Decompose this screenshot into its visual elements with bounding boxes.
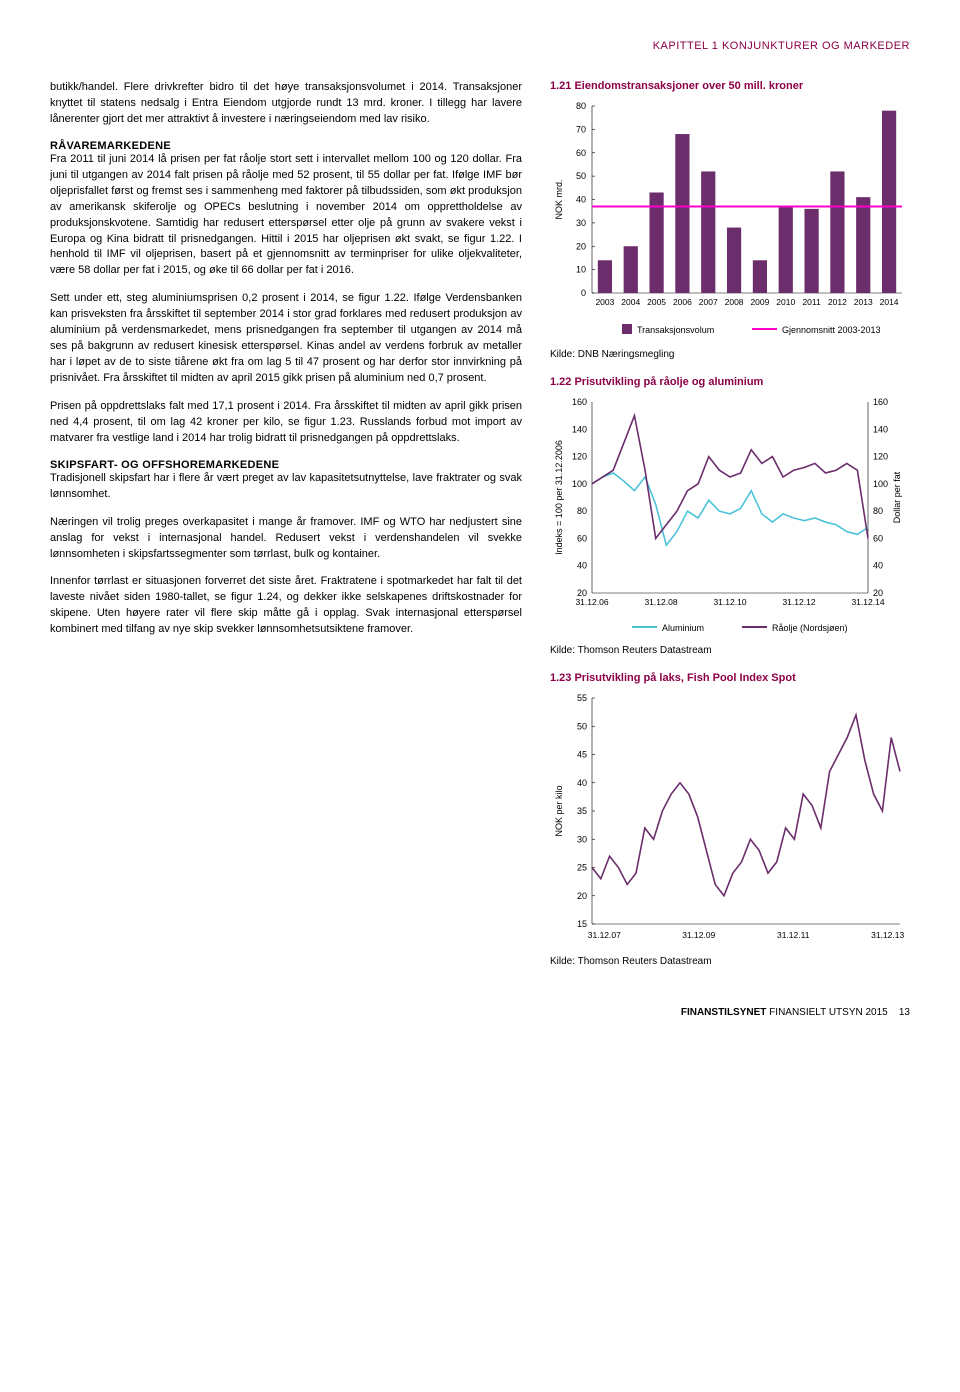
svg-text:25: 25 — [577, 863, 587, 873]
paragraph: Sett under ett, steg aluminiumsprisen 0,… — [50, 291, 522, 387]
svg-text:31.12.07: 31.12.07 — [588, 930, 621, 940]
line-chart-oil-alu: 2020404060608080100100120120140140160160… — [550, 396, 910, 641]
svg-text:35: 35 — [577, 806, 587, 816]
svg-text:100: 100 — [572, 479, 587, 489]
svg-text:30: 30 — [576, 218, 586, 228]
body-column: butikk/handel. Flere drivkrefter bidro t… — [50, 80, 522, 983]
section-heading: RÅVAREMARKEDENE — [50, 140, 522, 152]
svg-text:80: 80 — [873, 506, 883, 516]
svg-text:2007: 2007 — [699, 297, 718, 307]
chapter-header: KAPITTEL 1 KONJUNKTURER OG MARKEDER — [50, 40, 910, 52]
svg-text:31.12.06: 31.12.06 — [575, 597, 608, 607]
svg-text:31.12.08: 31.12.08 — [644, 597, 677, 607]
svg-text:60: 60 — [577, 533, 587, 543]
svg-text:45: 45 — [577, 750, 587, 760]
chart-source: Kilde: Thomson Reuters Datastream — [550, 956, 910, 967]
svg-text:10: 10 — [576, 265, 586, 275]
charts-column: 1.21 Eiendomstransaksjoner over 50 mill.… — [550, 80, 910, 983]
svg-text:Dollar per fat: Dollar per fat — [892, 471, 902, 523]
section-heading: SKIPSFART- OG OFFSHOREMARKEDENE — [50, 459, 522, 471]
svg-text:140: 140 — [572, 424, 587, 434]
svg-text:140: 140 — [873, 424, 888, 434]
svg-text:15: 15 — [577, 919, 587, 929]
svg-text:20: 20 — [577, 891, 587, 901]
paragraph: butikk/handel. Flere drivkrefter bidro t… — [50, 80, 522, 128]
svg-text:2008: 2008 — [725, 297, 744, 307]
svg-text:100: 100 — [873, 479, 888, 489]
svg-text:31.12.10: 31.12.10 — [713, 597, 746, 607]
svg-text:NOK per kilo: NOK per kilo — [554, 785, 564, 836]
svg-text:31.12.14: 31.12.14 — [851, 597, 884, 607]
svg-text:80: 80 — [576, 101, 586, 111]
svg-text:2003: 2003 — [595, 297, 614, 307]
svg-text:2014: 2014 — [880, 297, 899, 307]
chart-title: 1.22 Prisutvikling på råolje og aluminiu… — [550, 376, 910, 388]
svg-text:Transaksjonsvolum: Transaksjonsvolum — [637, 325, 714, 335]
chart-title: 1.21 Eiendomstransaksjoner over 50 mill.… — [550, 80, 910, 92]
paragraph: Prisen på oppdrettslaks falt med 17,1 pr… — [50, 399, 522, 447]
svg-text:31.12.09: 31.12.09 — [682, 930, 715, 940]
svg-text:Indeks = 100 per 31.12.2006: Indeks = 100 per 31.12.2006 — [554, 440, 564, 555]
svg-text:2005: 2005 — [647, 297, 666, 307]
svg-text:20: 20 — [576, 241, 586, 251]
svg-text:2011: 2011 — [802, 297, 821, 307]
svg-text:30: 30 — [577, 834, 587, 844]
page-footer: FINANSTILSYNET FINANSIELT UTSYN 2015 13 — [50, 1007, 910, 1018]
svg-text:31.12.12: 31.12.12 — [782, 597, 815, 607]
svg-text:40: 40 — [873, 561, 883, 571]
page-number: 13 — [899, 1007, 910, 1018]
svg-text:50: 50 — [577, 721, 587, 731]
svg-text:0: 0 — [581, 288, 586, 298]
svg-text:40: 40 — [577, 561, 587, 571]
svg-text:160: 160 — [873, 397, 888, 407]
chart-source: Kilde: Thomson Reuters Datastream — [550, 645, 910, 656]
svg-text:160: 160 — [572, 397, 587, 407]
line-chart-laks: 15 20 25 30 35 40 45 50 55 NOK per kilo 31.12.07 31… — [550, 692, 910, 952]
paragraph: Innenfor tørrlast er situasjonen forverr… — [50, 574, 522, 638]
svg-text:2010: 2010 — [776, 297, 795, 307]
paragraph: Næringen vil trolig preges overkapasitet… — [50, 515, 522, 563]
paragraph: Fra 2011 til juni 2014 lå prisen per fat… — [50, 152, 522, 280]
svg-text:Gjennomsnitt 2003-2013: Gjennomsnitt 2003-2013 — [782, 325, 881, 335]
svg-text:120: 120 — [572, 452, 587, 462]
svg-text:70: 70 — [576, 124, 586, 134]
svg-text:60: 60 — [576, 148, 586, 158]
svg-text:55: 55 — [577, 693, 587, 703]
chart-source: Kilde: DNB Næringsmegling — [550, 349, 910, 360]
svg-text:Råolje (Nordsjøen): Råolje (Nordsjøen) — [772, 623, 848, 633]
svg-text:2012: 2012 — [828, 297, 847, 307]
svg-text:60: 60 — [873, 533, 883, 543]
paragraph: Tradisjonell skipsfart har i flere år væ… — [50, 471, 522, 503]
svg-text:2004: 2004 — [621, 297, 640, 307]
footer-title: FINANSIELT UTSYN 2015 — [766, 1007, 887, 1018]
svg-text:Aluminium: Aluminium — [662, 623, 704, 633]
svg-text:50: 50 — [576, 171, 586, 181]
svg-text:2013: 2013 — [854, 297, 873, 307]
svg-text:40: 40 — [577, 778, 587, 788]
svg-text:40: 40 — [576, 195, 586, 205]
bar-chart-eiendom: 0 10 20 30 40 50 60 70 80 NOK mrd. 2003 2004 2005 200… — [550, 100, 910, 345]
svg-text:31.12.11: 31.12.11 — [777, 930, 810, 940]
svg-text:80: 80 — [577, 506, 587, 516]
svg-text:2009: 2009 — [750, 297, 769, 307]
svg-text:120: 120 — [873, 452, 888, 462]
footer-org: FINANSTILSYNET — [681, 1007, 767, 1018]
svg-text:31.12.13: 31.12.13 — [871, 930, 904, 940]
chart-title: 1.23 Prisutvikling på laks, Fish Pool In… — [550, 672, 910, 684]
svg-text:2006: 2006 — [673, 297, 692, 307]
svg-text:NOK mrd.: NOK mrd. — [554, 179, 564, 219]
